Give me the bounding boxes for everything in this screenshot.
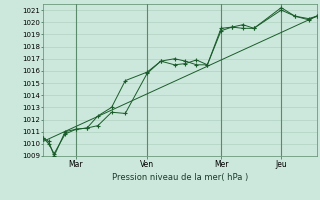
- X-axis label: Pression niveau de la mer( hPa ): Pression niveau de la mer( hPa ): [112, 173, 248, 182]
